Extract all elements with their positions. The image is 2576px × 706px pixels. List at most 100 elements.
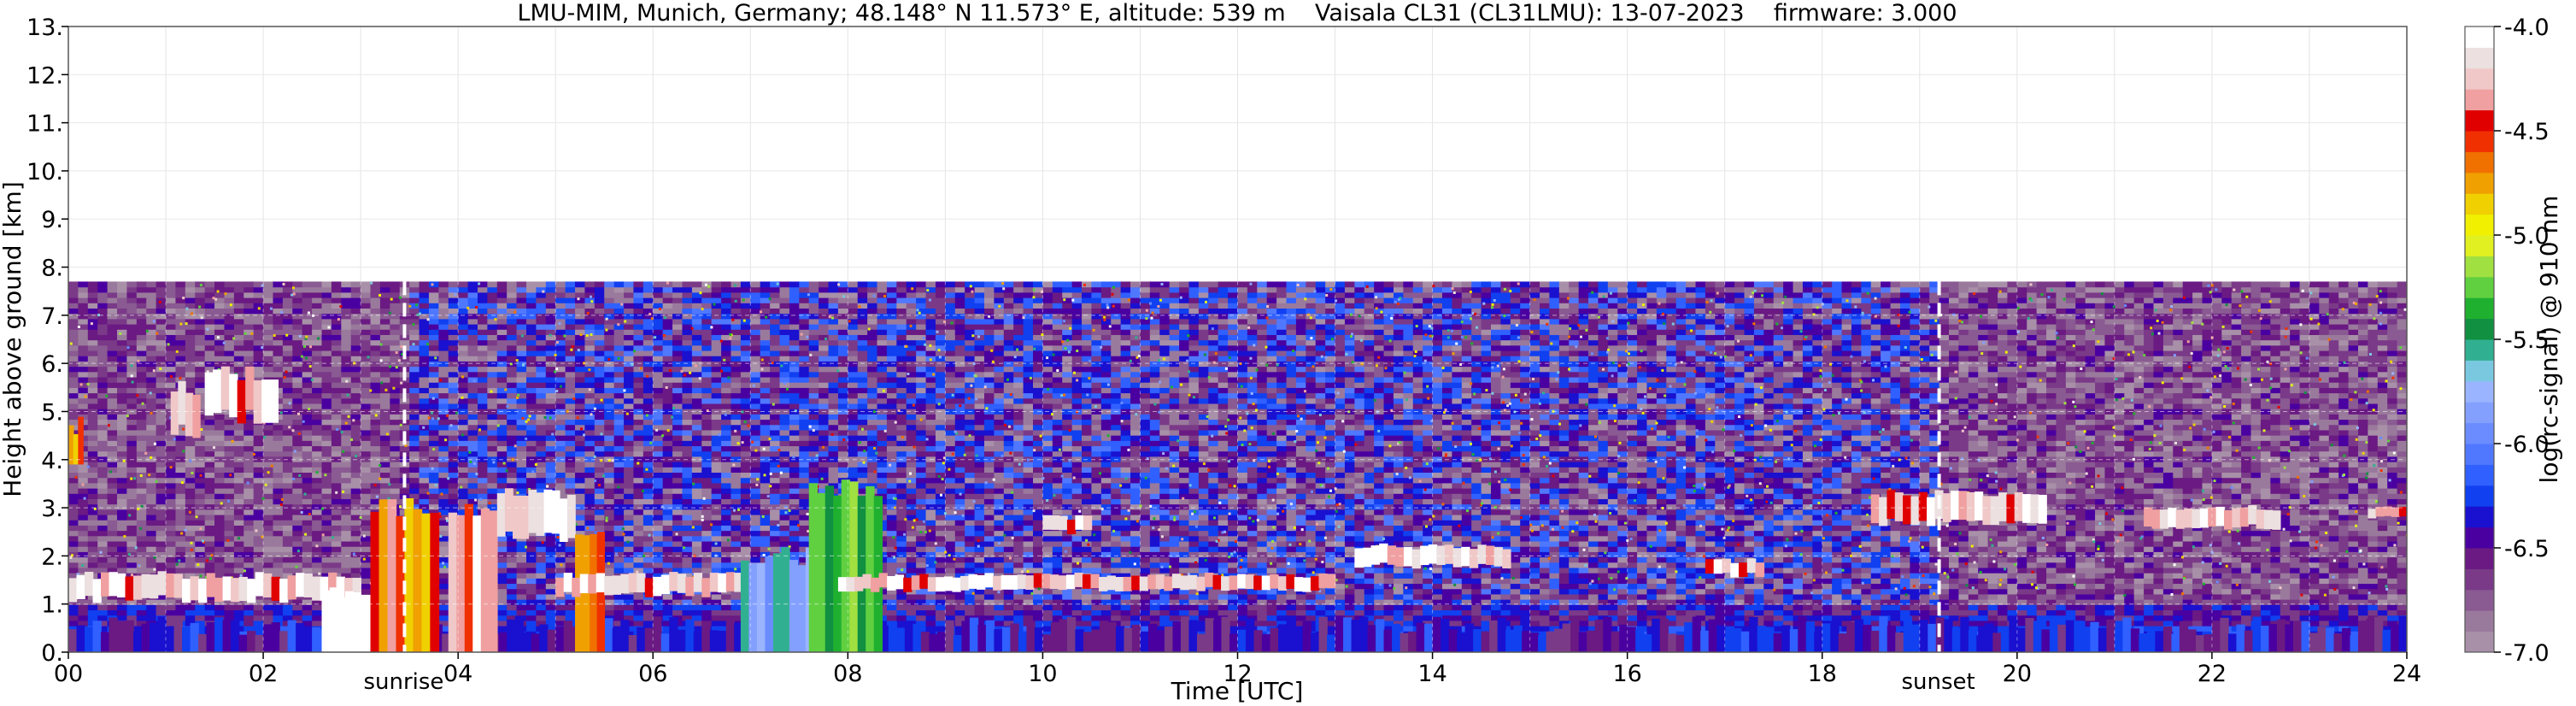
backscatter-cell	[653, 573, 664, 579]
backscatter-cell	[477, 318, 488, 325]
backscatter-cell	[195, 286, 206, 293]
backscatter-cell	[146, 514, 157, 521]
backscatter-cell	[175, 366, 186, 373]
backscatter-cell	[195, 615, 206, 621]
backscatter-cell	[224, 487, 235, 494]
backscatter-cell	[361, 562, 372, 568]
backscatter-cell	[273, 467, 284, 474]
backscatter-cell	[302, 472, 313, 479]
backscatter-cell	[361, 567, 372, 574]
backscatter-cell	[584, 318, 596, 325]
backscatter-cell	[244, 356, 255, 362]
backscatter-cell	[107, 503, 118, 510]
backscatter-cell	[701, 477, 713, 484]
backscatter-cell	[624, 556, 635, 563]
backscatter-cell	[487, 498, 498, 505]
backscatter-cell	[155, 525, 167, 532]
backscatter-cell	[496, 562, 508, 568]
backscatter-cell	[224, 604, 235, 611]
backscatter-cell	[292, 419, 303, 426]
backscatter-cell	[68, 366, 79, 373]
backscatter-cell	[575, 429, 586, 436]
backscatter-cell	[361, 291, 372, 298]
backscatter-cell	[195, 609, 206, 616]
backscatter-cell	[341, 509, 352, 515]
backscatter-cell	[750, 424, 761, 431]
backscatter-cell	[545, 387, 556, 394]
backscatter-cell	[204, 323, 215, 330]
backscatter-cell	[438, 626, 449, 632]
backscatter-cell	[711, 429, 722, 436]
backscatter-cell	[204, 562, 215, 568]
backscatter-cell	[458, 286, 469, 293]
backscatter-cell	[545, 344, 556, 351]
backscatter-cell	[107, 291, 118, 298]
backscatter-cell	[370, 350, 381, 356]
backscatter-cell	[263, 514, 274, 521]
backscatter-cell	[224, 361, 235, 368]
backscatter-cell	[117, 318, 128, 325]
backscatter-cell	[711, 329, 722, 335]
backscatter-cell	[740, 556, 751, 563]
backscatter-cell	[653, 456, 664, 462]
backscatter-cell	[545, 583, 556, 590]
backscatter-cell	[97, 540, 109, 547]
backscatter-cell	[409, 323, 420, 330]
backscatter-cell	[185, 609, 196, 616]
backscatter-cell	[68, 318, 79, 325]
backscatter-cell	[428, 503, 439, 510]
backscatter-cell	[117, 562, 128, 568]
backscatter-cell	[321, 530, 332, 537]
backscatter-cell	[273, 308, 284, 315]
backscatter-cell	[624, 609, 635, 616]
backscatter-cell	[126, 615, 138, 621]
backscatter-cell	[711, 615, 722, 621]
backscatter-cell	[584, 334, 596, 341]
backscatter-cell	[292, 482, 303, 489]
backscatter-cell	[321, 403, 332, 409]
backscatter-cell	[565, 593, 576, 600]
backscatter-cell	[350, 540, 361, 547]
backscatter-cell	[672, 540, 684, 547]
backscatter-cell	[155, 562, 167, 568]
backscatter-cell	[419, 482, 430, 489]
backscatter-cell	[526, 477, 537, 484]
backscatter-cell	[107, 440, 118, 447]
backscatter-cell	[526, 308, 537, 315]
backscatter-cell	[361, 456, 372, 462]
backscatter-cell	[321, 472, 332, 479]
backscatter-cell	[507, 556, 518, 563]
backscatter-cell	[361, 472, 372, 479]
backscatter-cell	[731, 308, 742, 315]
backscatter-cell	[662, 339, 673, 346]
backscatter-cell	[331, 350, 342, 356]
backscatter-cell	[195, 520, 206, 526]
backscatter-cell	[419, 435, 430, 441]
backscatter-cell	[253, 482, 264, 489]
backscatter-cell	[321, 514, 332, 521]
backscatter-cell	[126, 429, 138, 436]
backscatter-cell	[204, 493, 215, 499]
backscatter-cell	[126, 551, 138, 558]
backscatter-cell	[496, 323, 508, 330]
backscatter-cell	[390, 419, 401, 426]
backscatter-cell	[107, 467, 118, 474]
backscatter-cell	[282, 339, 293, 346]
backscatter-cell	[682, 556, 693, 563]
backscatter-cell	[117, 514, 128, 521]
backscatter-cell	[117, 387, 128, 394]
backscatter-cell	[244, 429, 255, 436]
backscatter-cell	[361, 403, 372, 409]
backscatter-cell	[516, 361, 527, 368]
backscatter-cell	[584, 313, 596, 320]
backscatter-cell	[117, 567, 128, 574]
backscatter-cell	[691, 487, 702, 494]
backscatter-cell	[126, 366, 138, 373]
backscatter-cell	[68, 620, 79, 627]
backscatter-cell	[390, 482, 401, 489]
backscatter-cell	[545, 482, 556, 489]
backscatter-cell	[341, 281, 352, 288]
backscatter-cell	[78, 609, 89, 616]
backscatter-cell	[350, 286, 361, 293]
backscatter-cell	[682, 403, 693, 409]
